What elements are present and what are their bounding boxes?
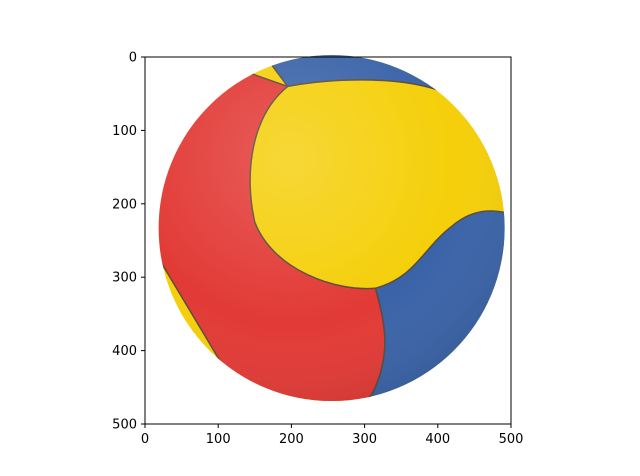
x-tick-label: 100 bbox=[206, 432, 231, 447]
y-tick-label: 100 bbox=[112, 124, 137, 139]
y-tick-label: 500 bbox=[112, 418, 137, 433]
axes-frame bbox=[144, 56, 512, 425]
y-tick-label: 200 bbox=[112, 197, 137, 212]
x-tick-label: 200 bbox=[279, 432, 304, 447]
x-axis: 0 100 200 300 400 500 bbox=[141, 424, 524, 447]
y-axis: 0 100 200 300 400 500 bbox=[112, 51, 145, 433]
plot-area bbox=[158, 55, 505, 402]
y-tick-label: 0 bbox=[129, 51, 137, 66]
x-tick-label: 500 bbox=[499, 432, 524, 447]
x-tick-label: 300 bbox=[352, 432, 377, 447]
x-tick-label: 400 bbox=[425, 432, 450, 447]
ball-image bbox=[158, 55, 505, 402]
ball-shading bbox=[158, 55, 505, 402]
y-tick-label: 300 bbox=[112, 271, 137, 286]
y-tick-label: 400 bbox=[112, 344, 137, 359]
x-tick-label: 0 bbox=[141, 432, 149, 447]
